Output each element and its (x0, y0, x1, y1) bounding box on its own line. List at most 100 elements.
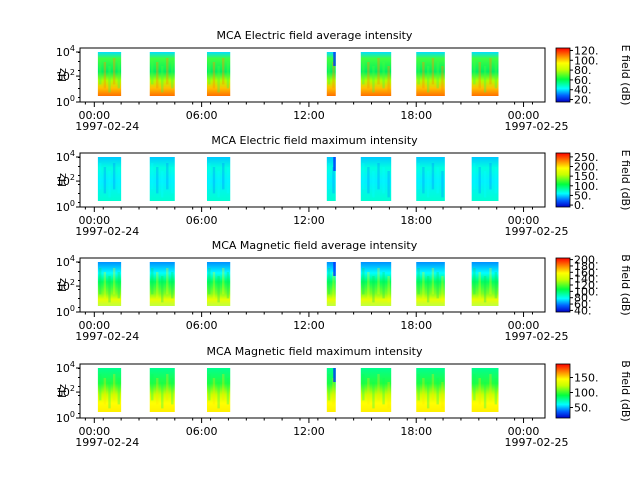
plot-frame (79, 363, 546, 419)
colorbar-tick-label: 140. (574, 273, 599, 286)
data-texture (372, 276, 375, 303)
x-tick-label: 12:00 (293, 319, 325, 332)
data-texture (327, 268, 331, 295)
data-block (326, 157, 336, 201)
colorbar-tick-label: 20. (574, 94, 592, 107)
data-texture (156, 272, 159, 299)
data-texture (372, 66, 375, 93)
x-tick-label: 06:00 (186, 214, 218, 227)
panel-4: MCA Magnetic field maximum intensityHz10… (56, 345, 632, 449)
data-block-fill (471, 52, 499, 96)
data-block (360, 262, 392, 306)
data-block-fill (416, 262, 445, 306)
data-texture (222, 58, 225, 85)
data-texture (332, 272, 335, 299)
x-tick-label: 00:00 (508, 109, 540, 122)
colorbar-tick-label: 180. (574, 260, 599, 273)
data-texture (171, 167, 174, 194)
data-texture (156, 62, 159, 89)
data-block (471, 262, 499, 306)
data-texture (489, 58, 492, 85)
x-date-label: 1997-02-25 (505, 120, 569, 133)
data-texture (161, 171, 164, 198)
y-tick-label: 104 (56, 254, 75, 269)
data-texture (212, 378, 216, 405)
data-texture (151, 374, 154, 401)
data-texture (431, 268, 435, 295)
data-texture (494, 378, 498, 405)
data-texture (441, 66, 444, 93)
data-texture (103, 272, 107, 299)
x-tick-label: 18:00 (400, 109, 432, 122)
data-block (416, 52, 445, 96)
data-texture (478, 167, 481, 194)
data-block (206, 157, 231, 201)
colorbar-tick-label: 120. (574, 44, 599, 57)
data-texture (151, 58, 154, 85)
colorbar-tick-label: 50. (574, 402, 592, 415)
data-block (206, 368, 231, 412)
colorbar-tick-label: 50. (574, 189, 592, 202)
data-block (149, 157, 175, 201)
data-texture (99, 58, 102, 85)
data-texture (387, 66, 390, 93)
x-tick-label: 00:00 (78, 319, 110, 332)
data-texture (108, 171, 111, 198)
data-block-fill (149, 157, 175, 201)
data-texture (222, 374, 225, 401)
data-texture (212, 62, 216, 89)
data-texture (473, 268, 476, 295)
data-texture (382, 272, 385, 299)
data-texture (382, 378, 385, 405)
data-block-fill (206, 262, 231, 306)
data-texture (166, 58, 169, 85)
chart-title: MCA Magnetic field maximum intensity (207, 345, 423, 358)
chart-title: MCA Electric field maximum intensity (211, 134, 418, 147)
data-texture (112, 163, 116, 190)
x-tick-label: 18:00 (400, 425, 432, 438)
panel-2: MCA Electric field maximum intensityHz10… (56, 134, 632, 238)
y-tick-label: 100 (56, 94, 75, 109)
colorbar-tick-label: 40. (574, 84, 592, 97)
data-texture (489, 374, 492, 401)
data-block-fill (416, 157, 445, 201)
colorbar-tick-label: 250. (574, 151, 599, 164)
data-block-fill (149, 368, 175, 412)
data-texture (217, 382, 220, 409)
data-texture (332, 378, 335, 405)
x-tick-label: 00:00 (508, 425, 540, 438)
x-date-label: 1997-02-25 (505, 436, 569, 449)
data-edge (333, 368, 336, 382)
data-texture (332, 167, 335, 194)
y-tick-label: 102 (56, 278, 75, 293)
y-tick-label: 104 (56, 149, 75, 164)
chart-title: MCA Magnetic field average intensity (212, 239, 418, 252)
data-texture (156, 167, 159, 194)
data-block (149, 52, 175, 96)
colorbar-tick-label: 150. (574, 372, 599, 385)
data-texture (417, 163, 420, 190)
y-tick-label: 100 (56, 410, 75, 425)
data-block-fill (360, 157, 392, 201)
y-tick-label: 100 (56, 199, 75, 214)
colorbar-tick-label: 100. (574, 387, 599, 400)
data-texture (367, 272, 370, 299)
y-tick-label: 104 (56, 360, 75, 375)
data-block (471, 368, 499, 412)
data-texture (103, 62, 107, 89)
data-texture (387, 171, 390, 198)
data-block (97, 368, 122, 412)
y-tick-label: 100 (56, 304, 75, 319)
data-block-fill (471, 262, 499, 306)
data-texture (494, 167, 498, 194)
data-texture (473, 58, 476, 85)
data-texture (489, 268, 492, 295)
data-texture (372, 382, 375, 409)
data-texture (431, 374, 435, 401)
data-texture (478, 272, 481, 299)
data-block-fill (326, 52, 336, 96)
data-block-fill (149, 262, 175, 306)
data-texture (431, 58, 435, 85)
x-tick-label: 18:00 (400, 319, 432, 332)
colorbar (555, 257, 571, 313)
